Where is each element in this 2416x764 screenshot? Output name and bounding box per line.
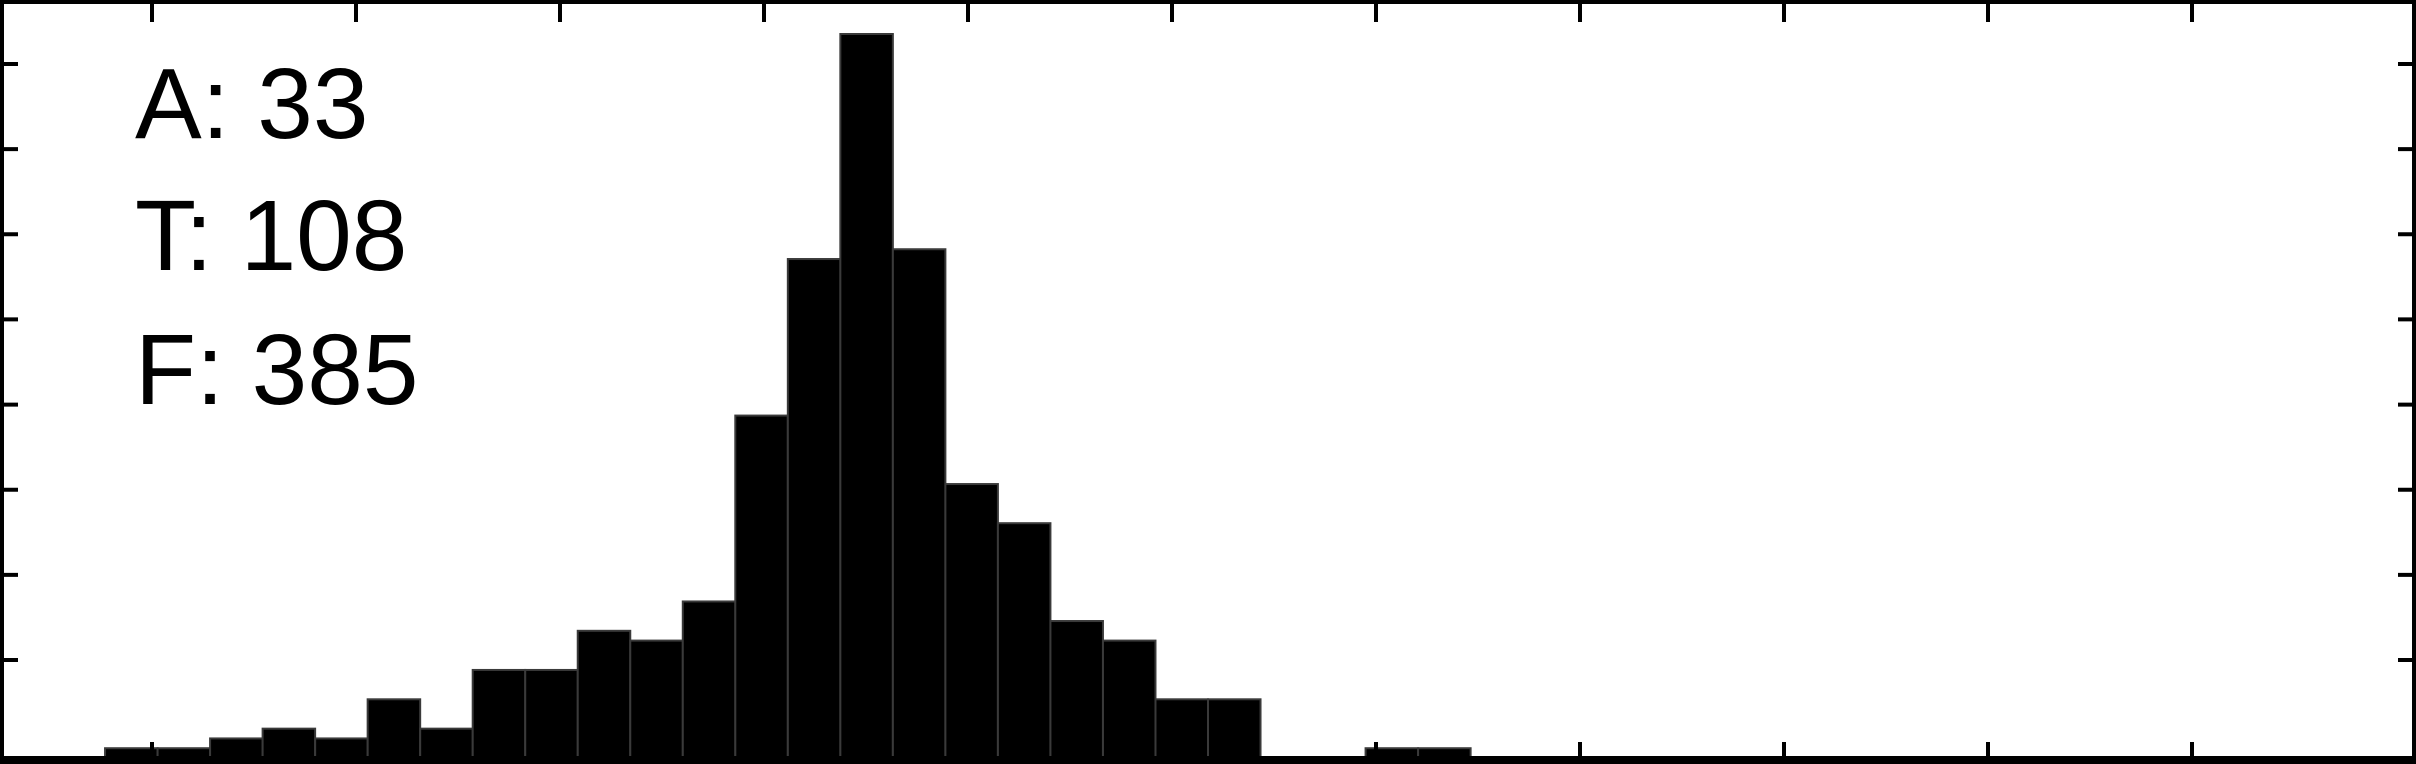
histogram-bar — [261, 727, 317, 760]
histogram-bar — [419, 727, 474, 760]
histogram-bar — [366, 698, 422, 759]
histogram-bar — [471, 668, 527, 760]
histogram-bar — [839, 33, 894, 759]
histogram-bar — [314, 737, 369, 759]
bars-group — [104, 33, 1472, 760]
histogram-bar — [1154, 698, 1209, 759]
histogram-bar — [1101, 639, 1157, 760]
histogram-bar — [891, 248, 947, 760]
annotation-a: A: 33 — [135, 48, 369, 160]
histogram-bar — [786, 258, 842, 759]
histogram-bar — [576, 629, 632, 759]
histogram-bar — [209, 737, 264, 759]
histogram-bar — [524, 668, 579, 760]
annotation-f: F: 385 — [135, 314, 419, 426]
histogram-bar — [944, 483, 999, 759]
histogram-bar — [1049, 620, 1104, 760]
histogram-bar — [734, 414, 789, 759]
histogram-bar — [996, 522, 1052, 759]
histogram-bar — [681, 600, 737, 760]
histogram-bar — [1207, 698, 1262, 759]
annotation-group: A: 33 T: 108 F: 385 — [135, 48, 419, 426]
annotation-t: T: 108 — [135, 180, 407, 292]
histogram-bar — [629, 639, 684, 760]
